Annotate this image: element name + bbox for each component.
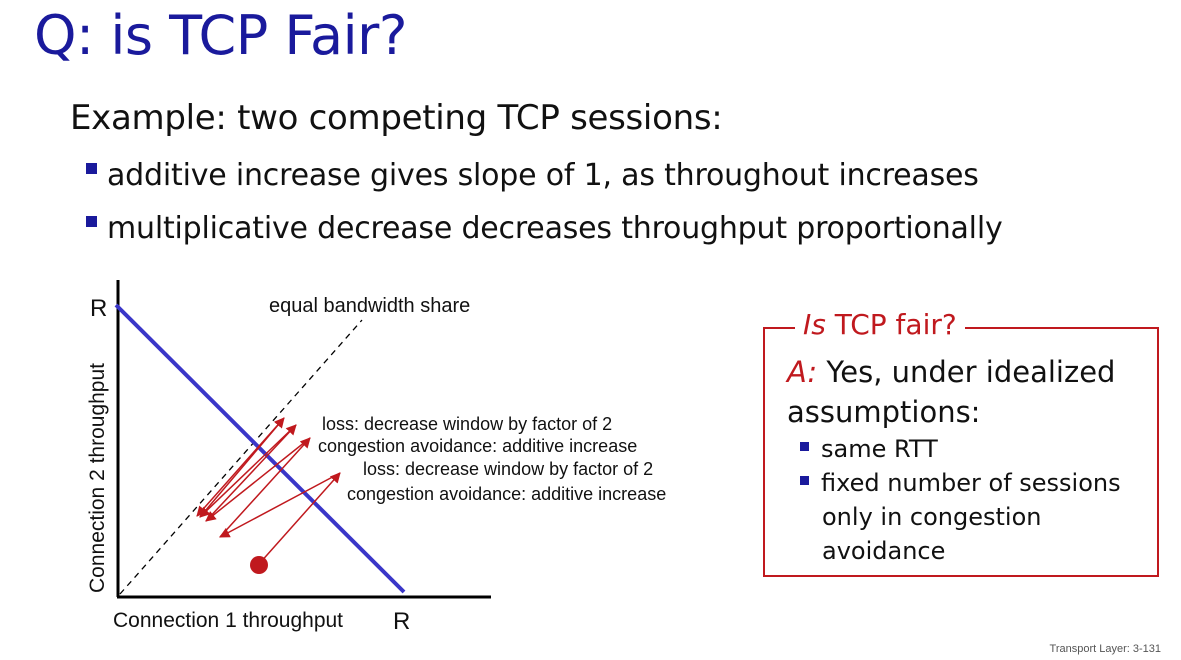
slide-footer: Transport Layer: 3-131 [1049,643,1161,655]
slide-title: Q: is TCP Fair? [34,4,407,67]
trajectory-arrow [258,472,341,565]
box-answer: A: Yes, under idealized assumptions: [787,352,1147,432]
trajectory-arrow [219,472,341,538]
annotation-loss: loss: decrease window by factor of 2 [363,459,653,479]
bullet-item: multiplicative decrease decreases throug… [86,211,1003,246]
bullet-square-icon [86,163,97,174]
annotation-cong-avoid: congestion avoidance: additive increase [318,436,637,456]
trajectory-arrow [205,424,297,522]
trajectory-arrows [196,417,341,565]
equal-share-label: equal bandwidth share [269,295,470,317]
box-item-text: same RTT [821,435,938,463]
bullet-text: additive increase gives slope of 1, as t… [107,158,979,193]
box-legend: Is TCP fair? [795,308,965,341]
start-point [250,556,268,574]
annotation-cong-avoid: congestion avoidance: additive increase [347,484,666,504]
box-item: fixed number of sessions only in congest… [800,466,1172,568]
trajectory-arrow [219,437,311,538]
example-heading: Example: two competing TCP sessions: [70,98,723,138]
answer-text: Yes, under idealized assumptions: [787,355,1116,429]
answer-label: A: [787,355,818,389]
equal-share-line [119,319,363,595]
bullet-square-icon [800,475,809,485]
x-axis-label: Connection 1 throughput [113,609,343,632]
legend-text: TCP fair? [825,308,957,341]
annotation-loss: loss: decrease window by factor of 2 [322,414,612,434]
box-item: same RTT [800,432,1150,466]
trajectory-arrow [196,417,285,517]
y-axis-label: Connection 2 throughput [86,363,109,593]
trajectory-arrow [205,437,311,522]
trajectory-arrow [199,424,297,518]
bullet-text: multiplicative decrease decreases throug… [107,211,1003,246]
legend-italic: Is [803,308,826,341]
y-max-label: R [90,295,107,322]
bullet-item: additive increase gives slope of 1, as t… [86,158,979,193]
capacity-line [114,303,406,594]
bullet-square-icon [800,441,809,451]
bullet-square-icon [86,216,97,227]
x-max-label: R [393,608,410,635]
box-item-text: fixed number of sessions only in congest… [821,469,1121,565]
